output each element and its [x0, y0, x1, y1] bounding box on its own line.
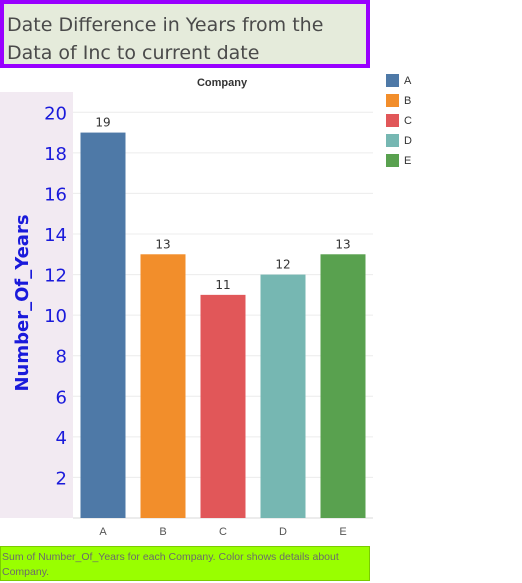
bar-e [320, 254, 366, 519]
y-tick-label: 20 [44, 103, 67, 124]
bars [80, 132, 366, 519]
y-tick-label: 14 [44, 225, 67, 246]
legend-swatch [386, 154, 399, 167]
caption: Sum of Number_Of_Years for each Company.… [2, 551, 339, 578]
chart-title: Date Difference in Years from the Data o… [7, 14, 324, 64]
y-tick-label: 18 [44, 144, 67, 165]
bar-chart: 19 13 11 12 13 2 4 6 8 10 12 14 16 18 20 A B C D E Compan… [12, 77, 373, 538]
bar-b [140, 254, 186, 519]
legend-label: D [404, 135, 412, 147]
y-axis-label: Number_Of_Years [12, 214, 33, 391]
y-axis-band [0, 92, 73, 518]
data-labels: 19 13 11 12 13 [95, 116, 350, 292]
y-tick-label: 8 [56, 347, 67, 368]
bar-c [200, 294, 246, 518]
x-tick-label-c: C [219, 526, 227, 538]
legend-item-e[interactable]: E [386, 154, 506, 174]
column-header: Company [197, 77, 248, 89]
y-axis-ticks: 2 4 6 8 10 12 14 16 18 20 [44, 103, 67, 489]
y-tick-label: 2 [56, 468, 67, 489]
bar-d [260, 274, 306, 518]
legend-item-d[interactable]: D [386, 134, 506, 154]
y-tick-label: 4 [56, 428, 67, 449]
data-label-b: 13 [155, 237, 170, 251]
legend-swatch [386, 134, 399, 147]
legend-item-a[interactable]: A [386, 74, 506, 94]
chart-title-box: Date Difference in Years from the Data o… [0, 0, 370, 68]
data-label-a: 19 [95, 116, 110, 130]
x-tick-label-a: A [99, 526, 107, 538]
bar-a [80, 132, 126, 519]
y-tick-label: 6 [56, 387, 67, 408]
legend-label: B [404, 95, 412, 107]
legend-label: C [404, 115, 412, 127]
legend-swatch [386, 94, 399, 107]
legend-label: E [404, 155, 412, 167]
data-label-e: 13 [335, 237, 350, 251]
legend-item-b[interactable]: B [386, 94, 506, 114]
data-label-c: 11 [215, 278, 230, 292]
legend-swatch [386, 114, 399, 127]
y-tick-label: 12 [44, 266, 67, 287]
caption-box: Sum of Number_Of_Years for each Company.… [0, 546, 370, 581]
x-tick-label-b: B [159, 526, 166, 538]
y-tick-label: 16 [44, 184, 67, 205]
legend-label: A [404, 75, 412, 87]
x-tick-label-d: D [279, 526, 287, 538]
y-tick-label: 10 [44, 306, 67, 327]
x-tick-label-e: E [339, 526, 346, 538]
x-axis-ticks: A B C D E [99, 526, 346, 538]
legend-item-c[interactable]: C [386, 114, 506, 134]
data-label-d: 12 [275, 258, 290, 272]
legend-swatch [386, 74, 399, 87]
